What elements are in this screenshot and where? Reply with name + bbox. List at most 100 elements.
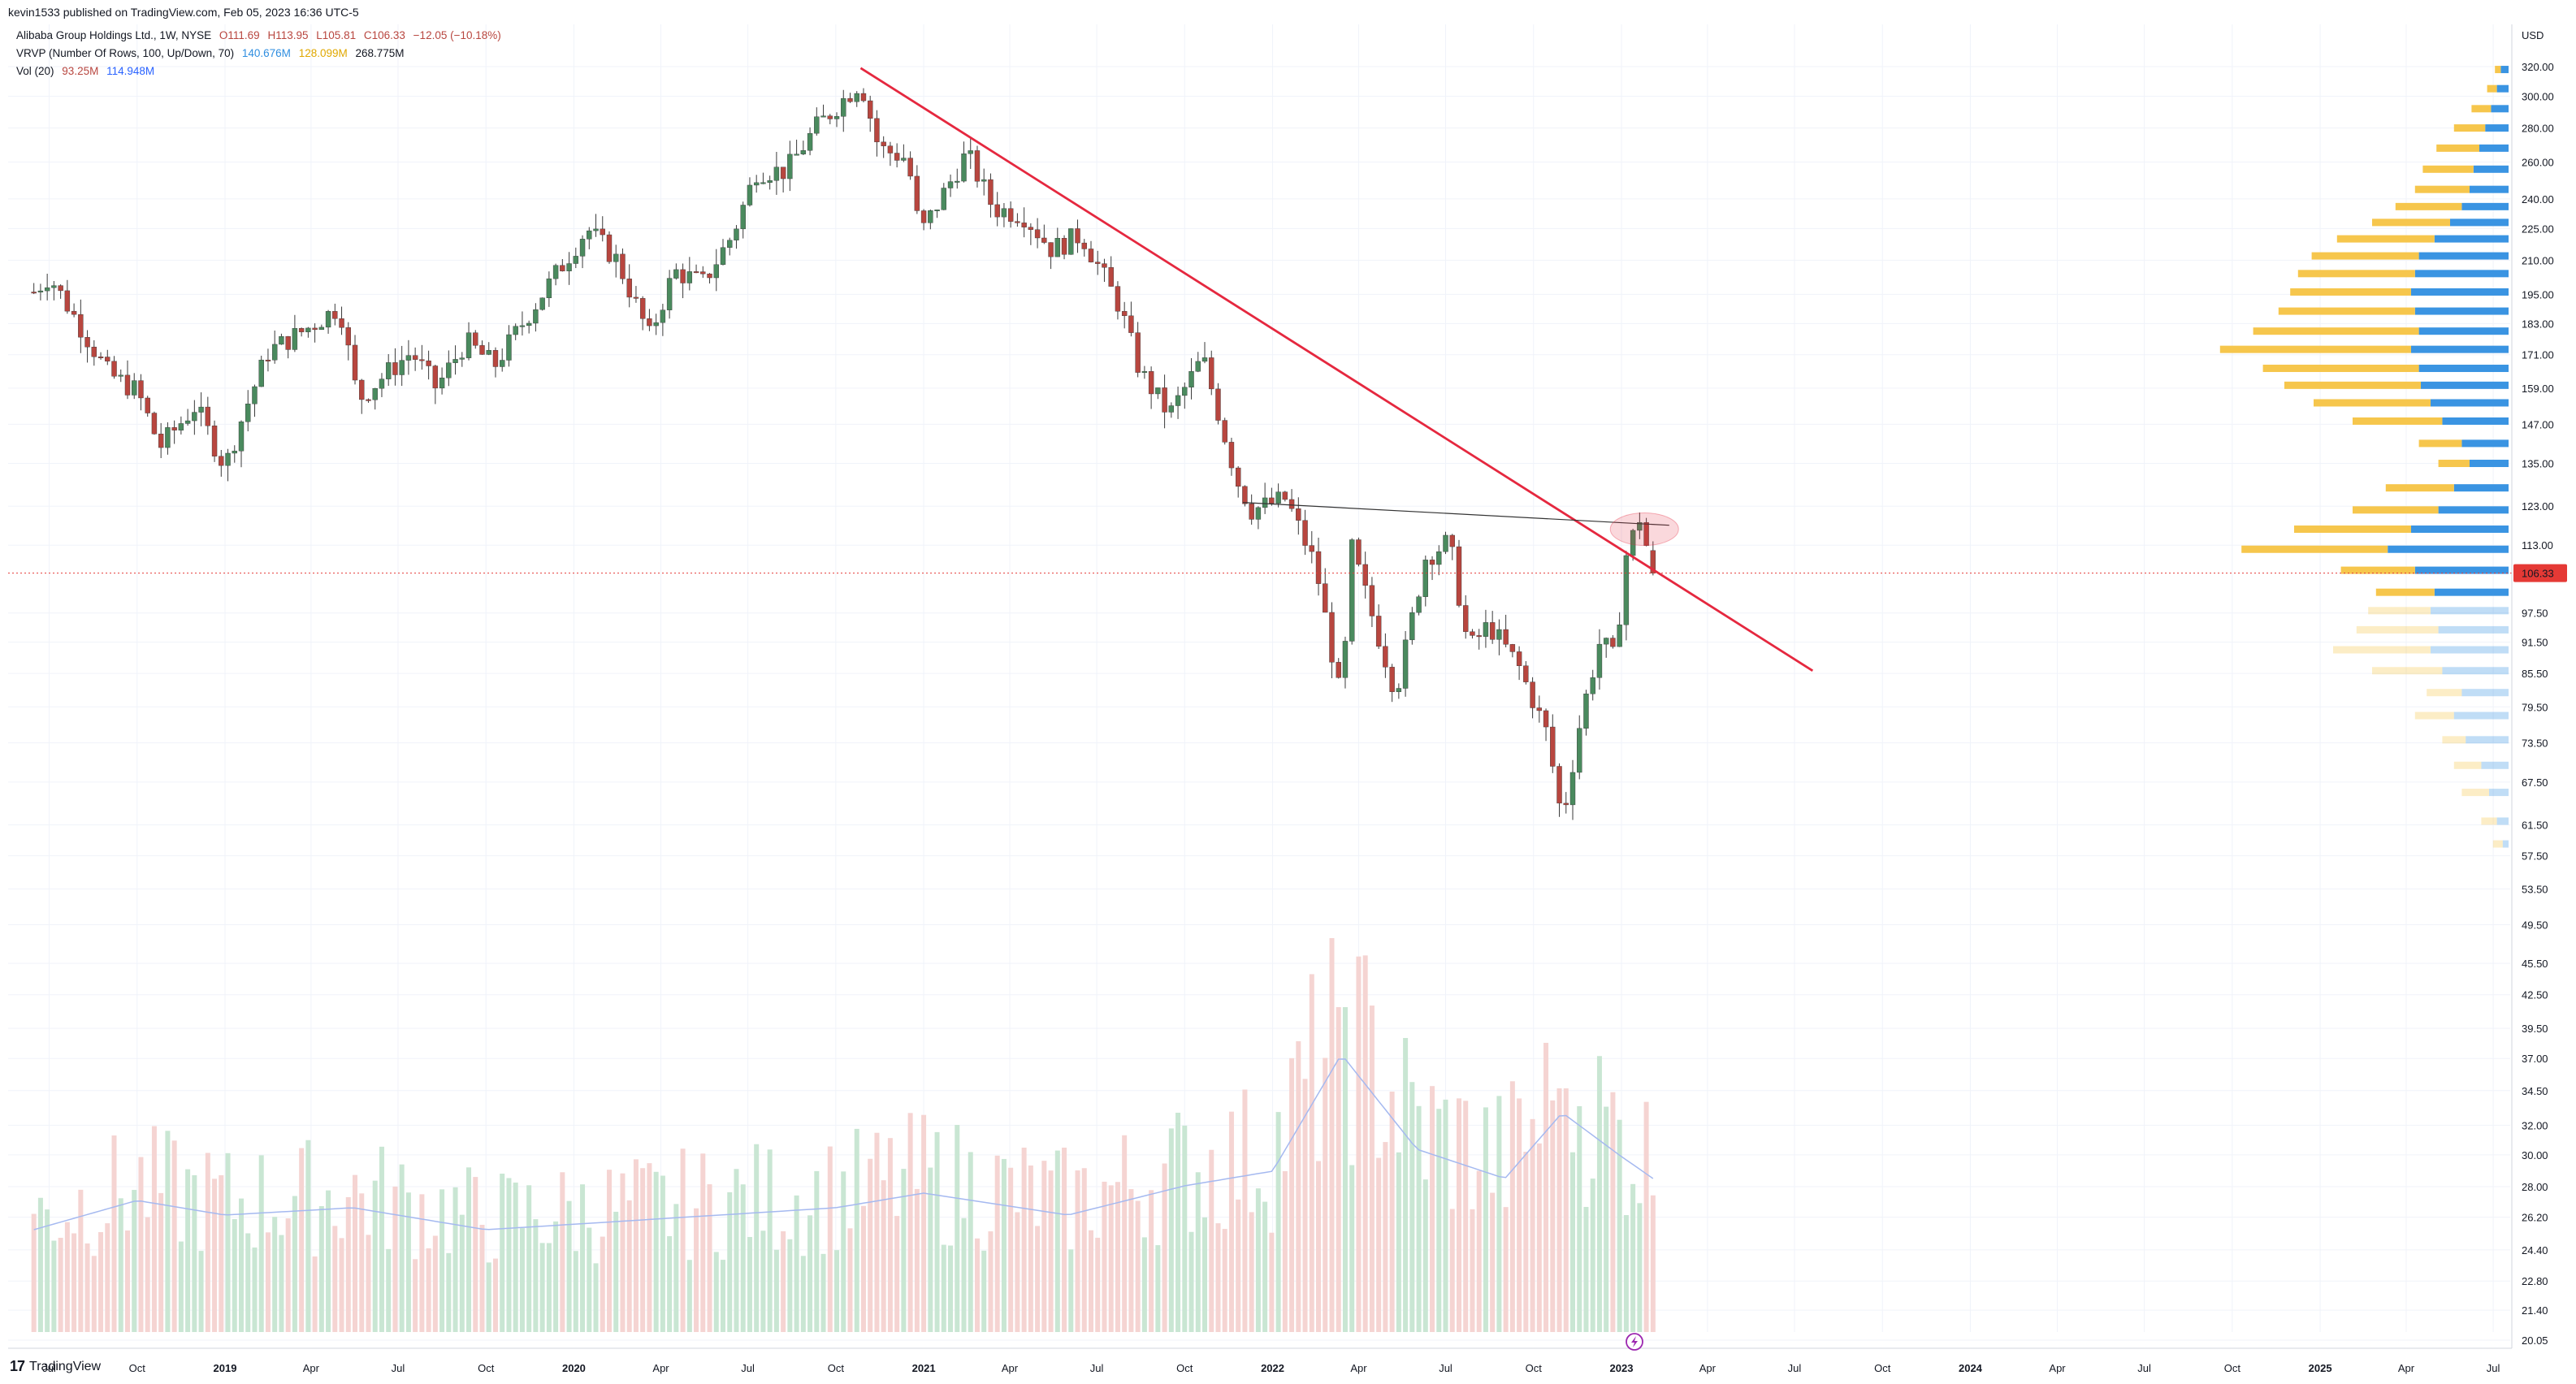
legend-vol-ma: 114.948M xyxy=(106,65,155,77)
time-tick-label: Apr xyxy=(1350,1362,1367,1374)
volume-bar xyxy=(405,1192,411,1332)
candle xyxy=(874,118,880,143)
candle xyxy=(847,97,853,102)
volume-bar xyxy=(1262,1201,1268,1332)
vrvp-up-bar xyxy=(2411,288,2509,296)
descending-trendline[interactable] xyxy=(859,67,1814,672)
volume-bars xyxy=(31,938,1656,1332)
volume-bar xyxy=(372,1180,378,1332)
volume-bar xyxy=(439,1189,445,1332)
candle xyxy=(318,327,325,331)
volume-bar xyxy=(1523,1152,1529,1332)
vrvp-up-bar xyxy=(2442,667,2509,675)
vrvp-down-bar xyxy=(2481,817,2497,825)
candle xyxy=(252,386,258,404)
time-tick-label: 2025 xyxy=(2309,1362,2332,1374)
volume-bar xyxy=(1416,1105,1422,1332)
candle xyxy=(1483,622,1489,637)
volume-bar xyxy=(841,1171,846,1332)
volume-bar xyxy=(854,1128,859,1332)
volume-bar xyxy=(359,1193,365,1332)
candle xyxy=(693,271,699,274)
volume-bar xyxy=(519,1228,525,1332)
candle xyxy=(1489,622,1496,640)
volume-bar xyxy=(58,1237,63,1332)
candle xyxy=(579,239,586,257)
candle xyxy=(405,355,412,361)
candle xyxy=(1530,681,1535,708)
candle xyxy=(124,374,131,396)
candle xyxy=(232,451,237,454)
candle xyxy=(894,153,900,161)
candle xyxy=(198,406,204,413)
volume-bar xyxy=(312,1256,318,1332)
candle xyxy=(1422,560,1428,597)
volume-bar xyxy=(1637,1203,1643,1332)
volume-bar xyxy=(553,1221,559,1332)
lightning-icon[interactable] xyxy=(1626,1333,1643,1351)
candle xyxy=(1449,534,1455,547)
candle xyxy=(626,279,632,298)
candle xyxy=(1108,267,1114,287)
candle xyxy=(1001,208,1007,218)
price-tick-label: 28.00 xyxy=(2522,1181,2548,1193)
price-tick-label: 79.50 xyxy=(2522,701,2548,713)
time-tick-label: 2022 xyxy=(1261,1362,1284,1374)
candle xyxy=(325,311,331,328)
trendlines xyxy=(859,67,1814,672)
volume-bar xyxy=(640,1168,646,1332)
candle xyxy=(747,184,753,205)
candle xyxy=(680,269,686,283)
volume-bar xyxy=(1249,1212,1254,1332)
vrvp-up-bar xyxy=(2418,327,2509,335)
volume-bar xyxy=(707,1184,712,1332)
candle xyxy=(84,337,90,348)
volume-bar xyxy=(533,1219,539,1332)
volume-bar xyxy=(787,1239,793,1332)
candle xyxy=(238,422,245,452)
candle xyxy=(58,285,63,292)
vrvp-up-bar xyxy=(2453,484,2509,492)
candle xyxy=(633,296,639,299)
vrvp-up-bar xyxy=(2421,381,2509,389)
volume-bar xyxy=(486,1262,491,1332)
volume-bar xyxy=(1403,1037,1409,1332)
candle xyxy=(513,326,518,335)
price-tick-label: 159.00 xyxy=(2522,383,2554,395)
price-tick-label: 300.00 xyxy=(2522,91,2554,103)
candle xyxy=(1249,504,1254,520)
candle xyxy=(660,309,666,323)
vrvp-down-bar xyxy=(2353,417,2443,425)
candle xyxy=(519,325,526,327)
candle xyxy=(446,362,452,378)
legend-open: O111.69 xyxy=(219,29,260,41)
candle xyxy=(1329,612,1335,663)
vrvp-down-bar xyxy=(2495,66,2501,74)
candle xyxy=(1375,616,1382,647)
volume-bar xyxy=(1309,974,1314,1332)
volume-bar xyxy=(988,1231,994,1332)
price-tick-label: 61.50 xyxy=(2522,820,2548,832)
candle xyxy=(841,97,846,117)
price-tick-label: 225.00 xyxy=(2522,223,2554,235)
price-tick-label: 21.40 xyxy=(2522,1304,2548,1317)
volume-bar xyxy=(111,1135,117,1332)
volume-bar xyxy=(1236,1199,1241,1332)
volume-bar xyxy=(171,1140,177,1332)
candles xyxy=(31,88,1656,820)
vrvp-up-bar xyxy=(2461,202,2509,210)
time-tick-label: 2024 xyxy=(1959,1362,1983,1374)
volume-bar xyxy=(894,1216,900,1332)
candle xyxy=(1402,639,1409,689)
volume-bar xyxy=(781,1230,786,1332)
candle xyxy=(1503,629,1509,645)
candle xyxy=(439,378,445,389)
horizontal-trendline[interactable] xyxy=(1243,502,1669,526)
volume-bar xyxy=(539,1243,545,1332)
footer[interactable]: 17 TradingView xyxy=(10,1358,101,1375)
time-tick-label: Oct xyxy=(2224,1362,2241,1374)
volume-bar xyxy=(1035,1226,1041,1332)
vrvp-up-bar xyxy=(2442,417,2509,425)
volume-bar xyxy=(392,1186,398,1332)
